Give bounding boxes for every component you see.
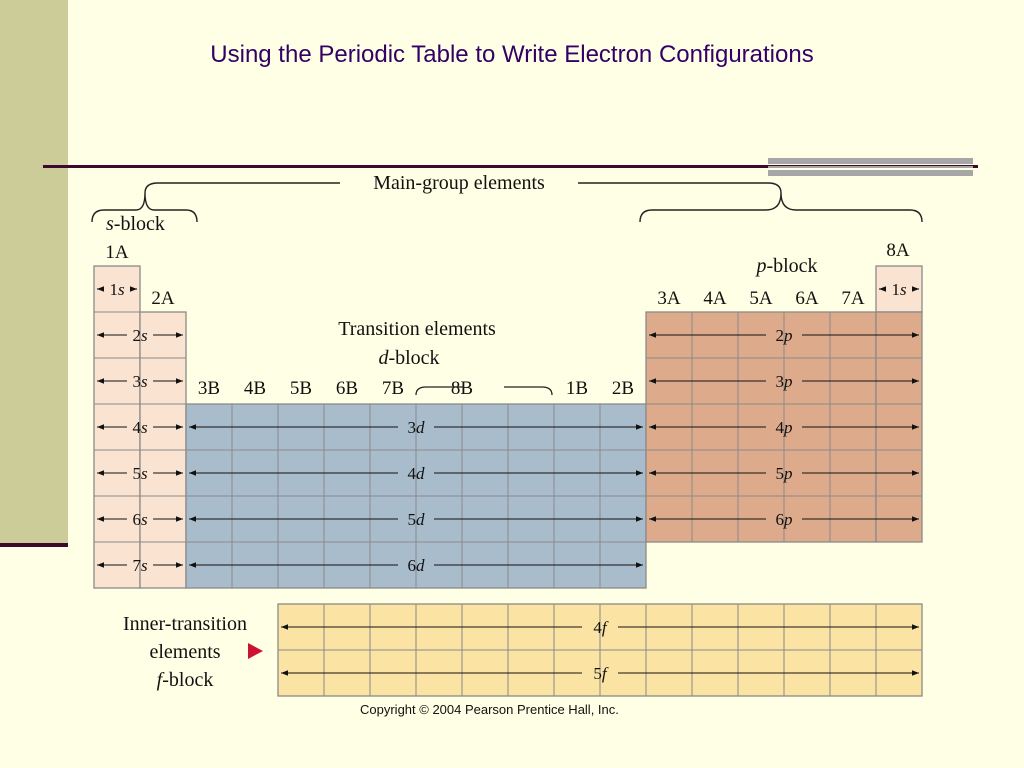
orbital-number: 1 bbox=[109, 280, 118, 299]
s-block-group-2A bbox=[140, 312, 186, 588]
group-header-7A: 7A bbox=[841, 288, 865, 309]
p-block-label: p-block bbox=[754, 255, 817, 277]
orbital-label: 4s bbox=[132, 418, 148, 437]
inner-transition-elements-label: elements bbox=[149, 641, 220, 663]
orbital-letter: p bbox=[783, 372, 793, 391]
orbital-letter: d bbox=[416, 464, 425, 483]
p-block-brace bbox=[640, 193, 922, 222]
orbital-letter: p bbox=[783, 326, 793, 345]
orbital-letter: d bbox=[416, 418, 425, 437]
orbital-letter: d bbox=[416, 556, 425, 575]
orbital-number: 3 bbox=[776, 372, 785, 391]
orbital-number: 1 bbox=[891, 280, 900, 299]
orbital-label: 5s bbox=[132, 464, 148, 483]
orbital-label: 7s bbox=[132, 556, 148, 575]
group-header-1B: 1B bbox=[566, 378, 588, 399]
group-header-7B: 7B bbox=[382, 378, 404, 399]
orbital-number: 3 bbox=[408, 418, 417, 437]
d-block-group-headers: 3B 4B 5B 6B 7B 8B 1B 2B bbox=[198, 378, 634, 399]
group-header-2B: 2B bbox=[612, 378, 634, 399]
orbital-letter: s bbox=[141, 418, 148, 437]
orbital-number: 5 bbox=[408, 510, 417, 529]
orbital-letter: s bbox=[141, 556, 148, 575]
orbital-label: 2p bbox=[776, 326, 793, 345]
p-block-group-headers: 3A 4A 5A 6A 7A bbox=[657, 288, 865, 309]
orbital-number: 3 bbox=[132, 372, 141, 391]
group-header-3B: 3B bbox=[198, 378, 220, 399]
p-block-label-italic: p bbox=[754, 255, 766, 277]
orbital-label: 5p bbox=[776, 464, 793, 483]
orbital-label: 5d bbox=[408, 510, 426, 529]
orbital-number: 5 bbox=[593, 664, 602, 683]
orbital-label: 6s bbox=[132, 510, 148, 529]
orbital-letter: s bbox=[141, 372, 148, 391]
s-block-label: s-block bbox=[106, 213, 165, 235]
f-block-label: f-block bbox=[157, 669, 214, 691]
group-header-8B: 8B bbox=[451, 378, 473, 399]
group-header-5B: 5B bbox=[290, 378, 312, 399]
orbital-letter: p bbox=[783, 464, 793, 483]
group-header-4B: 4B bbox=[244, 378, 266, 399]
orbital-label: 6p bbox=[776, 510, 793, 529]
orbital-letter: s bbox=[900, 280, 907, 299]
orbital-letter: s bbox=[118, 280, 125, 299]
inner-transition-label: Inner-transition bbox=[123, 613, 247, 635]
group-header-8A: 8A bbox=[886, 240, 910, 261]
orbital-label: 1s bbox=[891, 280, 907, 299]
d-block-label: d-block bbox=[378, 347, 439, 369]
orbital-number: 6 bbox=[776, 510, 785, 529]
orbital-letter: d bbox=[416, 510, 425, 529]
group-header-6B: 6B bbox=[336, 378, 358, 399]
copyright-notice: Copyright © 2004 Pearson Prentice Hall, … bbox=[360, 702, 619, 717]
orbital-number: 5 bbox=[776, 464, 785, 483]
group-header-6A: 6A bbox=[795, 288, 819, 309]
orbital-number: 2 bbox=[132, 326, 141, 345]
orbital-number: 2 bbox=[776, 326, 785, 345]
orbital-number: 6 bbox=[132, 510, 141, 529]
f-block-label-rest: -block bbox=[162, 669, 213, 691]
orbital-letter: s bbox=[141, 464, 148, 483]
s-block-label-italic: s bbox=[106, 213, 114, 235]
group-header-4A: 4A bbox=[703, 288, 727, 309]
orbital-label: 6d bbox=[408, 556, 426, 575]
orbital-label: 3s bbox=[132, 372, 148, 391]
orbital-label: 4f bbox=[593, 618, 609, 637]
p-block-label-rest: -block bbox=[766, 255, 817, 277]
group-header-5A: 5A bbox=[749, 288, 773, 309]
orbital-letter: s bbox=[141, 510, 148, 529]
orbital-letter: s bbox=[141, 326, 148, 345]
d-block-label-rest: -block bbox=[388, 347, 439, 369]
orbital-number: 5 bbox=[132, 464, 141, 483]
group-header-1A: 1A bbox=[105, 242, 129, 263]
group-header-3A: 3A bbox=[657, 288, 681, 309]
orbital-number: 6 bbox=[408, 556, 417, 575]
orbital-label: 5f bbox=[593, 664, 609, 683]
s-block-label-rest: -block bbox=[114, 213, 165, 235]
transition-label: Transition elements bbox=[338, 318, 496, 340]
pointer-triangle-icon bbox=[248, 643, 263, 659]
group-header-2A: 2A bbox=[151, 288, 175, 309]
orbital-label: 1s bbox=[109, 280, 125, 299]
orbital-label: 2s bbox=[132, 326, 148, 345]
orbital-letter: p bbox=[783, 510, 793, 529]
orbital-label: 4d bbox=[408, 464, 426, 483]
orbital-label: 4p bbox=[776, 418, 793, 437]
orbital-letter: p bbox=[783, 418, 793, 437]
orbital-label: 3p bbox=[776, 372, 793, 391]
main-group-label: Main-group elements bbox=[373, 172, 545, 194]
8B-bracket bbox=[416, 387, 552, 395]
orbital-label: 3d bbox=[408, 418, 426, 437]
